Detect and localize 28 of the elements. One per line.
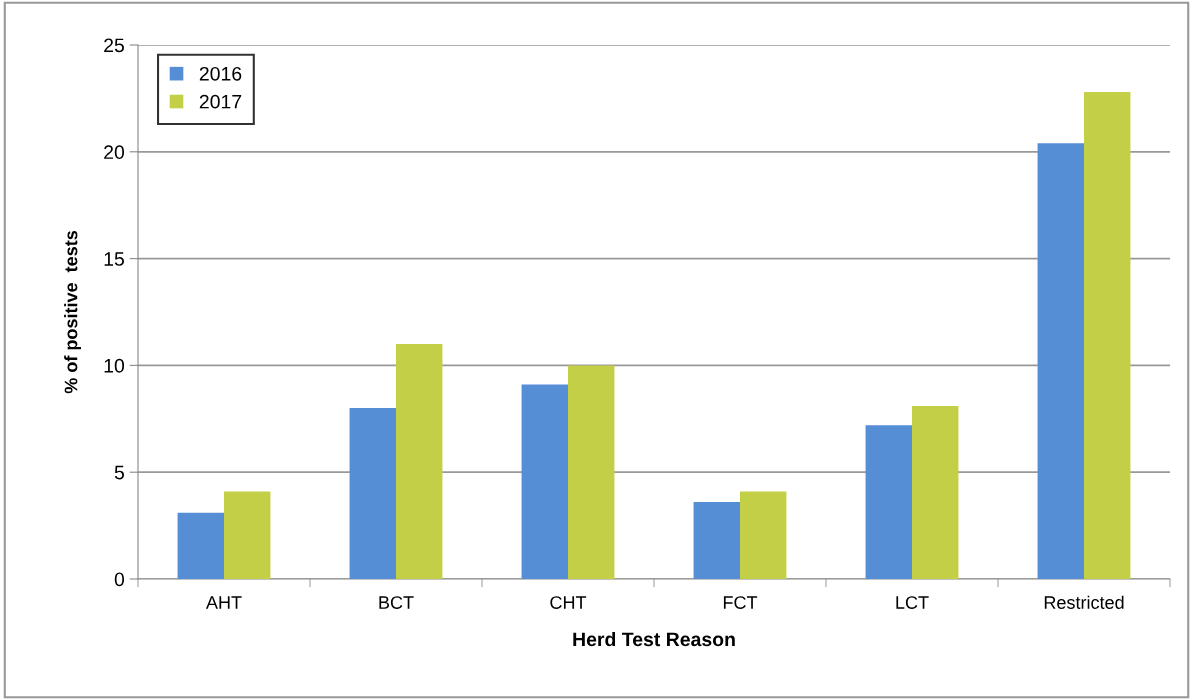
y-tick-label: 5: [114, 465, 124, 480]
y-tick-label: 0: [114, 572, 125, 587]
bar: [912, 405, 959, 579]
x-tick-label: AHT: [205, 596, 242, 609]
y-tick-label: 25: [104, 38, 124, 53]
x-tick-label: FCT: [723, 596, 758, 609]
bar: [693, 502, 740, 579]
legend-label: 2017: [199, 94, 242, 109]
bar: [865, 425, 912, 579]
y-tick-label: 20: [104, 145, 125, 160]
bar: [521, 384, 568, 579]
bar: [740, 491, 787, 579]
bar: [224, 491, 271, 579]
bar: [349, 408, 396, 579]
bar: [568, 365, 615, 579]
bar: [177, 512, 224, 579]
x-axis-title: Herd Test Reason: [573, 631, 735, 647]
x-tick-label: CHT: [550, 596, 587, 609]
x-tick-label: BCT: [379, 596, 414, 609]
y-tick-label: 15: [104, 252, 124, 266]
y-axis-title: % of positive tests: [64, 230, 81, 394]
legend-label: 2016: [199, 66, 242, 81]
x-tick-label: Restricted: [1044, 595, 1124, 609]
bar: [1084, 91, 1131, 579]
y-tick-label: 10: [104, 358, 125, 373]
bar: [396, 344, 443, 579]
x-tick-label: LCT: [896, 596, 929, 609]
bar: [1037, 143, 1084, 579]
